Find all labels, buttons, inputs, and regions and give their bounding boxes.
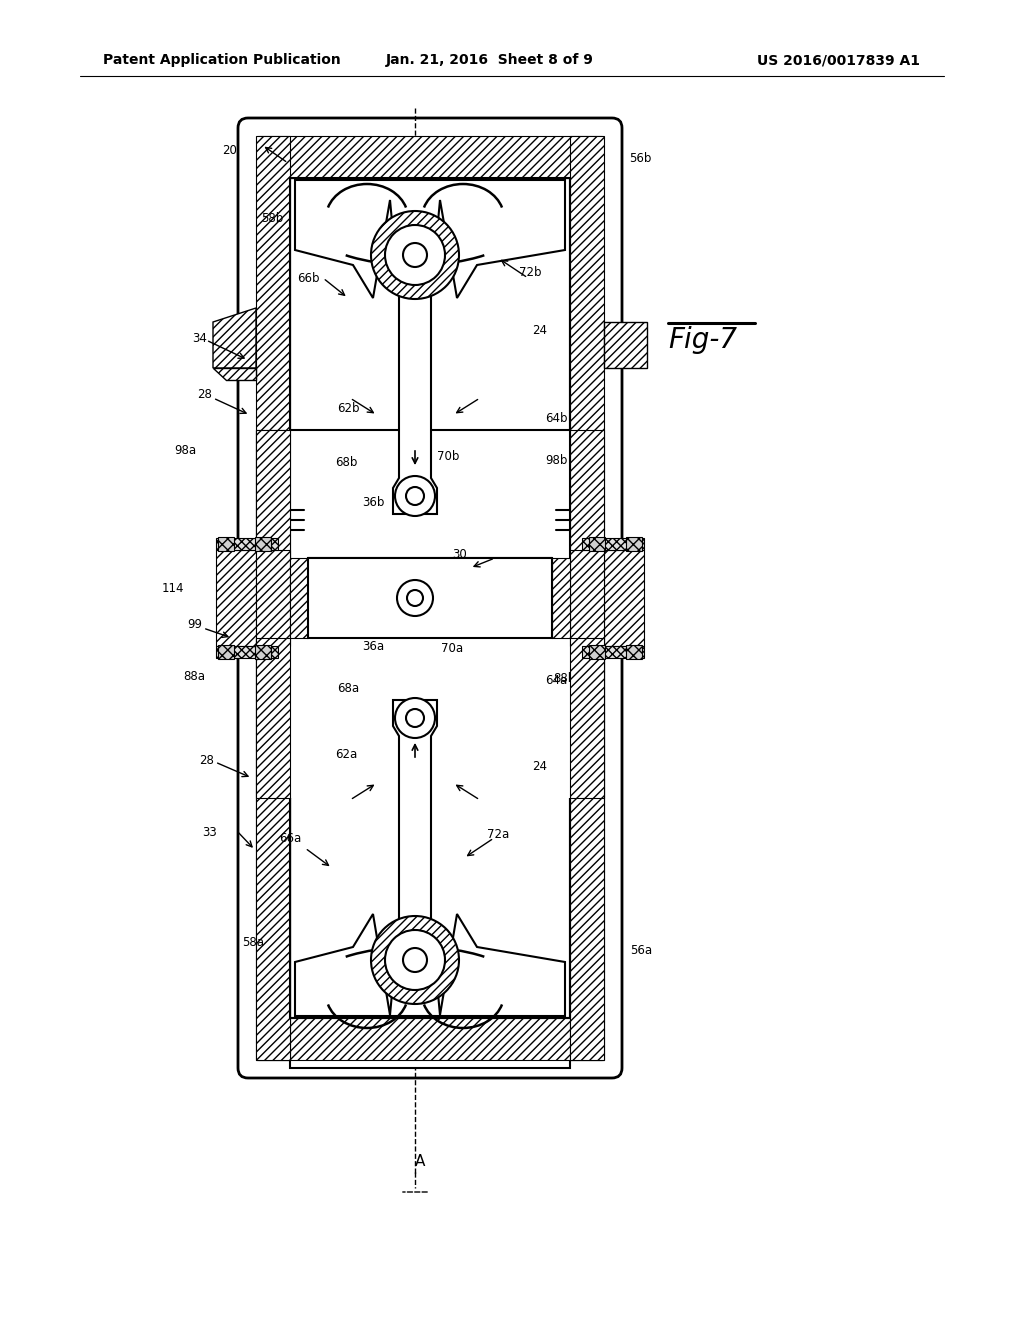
Polygon shape	[604, 322, 647, 368]
Circle shape	[407, 590, 423, 606]
Bar	[290, 638, 570, 799]
Circle shape	[403, 243, 427, 267]
Text: 62b: 62b	[337, 401, 359, 414]
Text: 28: 28	[200, 754, 214, 767]
Text: 114: 114	[162, 582, 184, 594]
Text: 60b: 60b	[459, 194, 481, 206]
Text: 64a: 64a	[545, 673, 567, 686]
Text: 28: 28	[198, 388, 212, 401]
Text: 22: 22	[358, 569, 374, 582]
Bar	[626, 645, 642, 659]
Text: 72a: 72a	[486, 828, 509, 841]
Circle shape	[385, 931, 445, 990]
Circle shape	[371, 211, 459, 300]
Text: 33: 33	[203, 825, 217, 838]
Bar	[218, 537, 234, 550]
Bar	[216, 645, 278, 657]
Polygon shape	[290, 558, 308, 638]
Text: 34: 34	[193, 331, 208, 345]
Text: 62a: 62a	[335, 747, 357, 760]
Polygon shape	[570, 430, 604, 558]
Text: 99: 99	[187, 618, 203, 631]
Bar	[582, 539, 644, 550]
Circle shape	[371, 916, 459, 1005]
Text: 88a: 88a	[183, 669, 205, 682]
Bar	[308, 558, 552, 638]
Bar	[626, 537, 642, 550]
Circle shape	[395, 698, 435, 738]
Text: 60a: 60a	[431, 944, 453, 957]
Polygon shape	[570, 550, 604, 645]
Polygon shape	[295, 180, 565, 513]
Bar	[290, 638, 570, 1018]
Text: 64b: 64b	[545, 412, 567, 425]
Text: 20: 20	[222, 144, 238, 157]
FancyBboxPatch shape	[238, 117, 622, 568]
Polygon shape	[256, 638, 290, 799]
Polygon shape	[256, 638, 290, 1060]
Circle shape	[395, 477, 435, 516]
Polygon shape	[213, 368, 256, 380]
Text: 36b: 36b	[361, 495, 384, 508]
Text: 36a: 36a	[361, 639, 384, 652]
Circle shape	[397, 579, 433, 616]
Polygon shape	[604, 550, 644, 645]
Text: Fig-7: Fig-7	[668, 326, 737, 354]
Text: 66a: 66a	[279, 832, 301, 845]
Polygon shape	[552, 558, 570, 638]
Text: 56a: 56a	[630, 944, 652, 957]
Text: 24: 24	[532, 759, 548, 772]
Polygon shape	[256, 136, 290, 558]
Text: 30: 30	[453, 548, 467, 561]
Bar	[218, 645, 234, 659]
Text: 68b: 68b	[335, 455, 357, 469]
Text: 98b: 98b	[545, 454, 567, 466]
Text: Jan. 21, 2016  Sheet 8 of 9: Jan. 21, 2016 Sheet 8 of 9	[386, 53, 594, 67]
Text: 98a: 98a	[174, 444, 196, 457]
Polygon shape	[258, 1018, 602, 1060]
Polygon shape	[216, 550, 256, 645]
Text: 58a: 58a	[242, 936, 264, 949]
Text: 114: 114	[581, 583, 603, 597]
Bar	[290, 638, 570, 1068]
Bar	[589, 645, 605, 659]
Polygon shape	[570, 638, 604, 1060]
Text: US 2016/0017839 A1: US 2016/0017839 A1	[757, 53, 920, 67]
Bar	[290, 178, 570, 558]
Circle shape	[406, 487, 424, 506]
Bar	[255, 537, 271, 550]
Polygon shape	[295, 700, 565, 1016]
Text: 70b: 70b	[437, 450, 459, 462]
Polygon shape	[570, 638, 604, 799]
Text: 24: 24	[532, 323, 548, 337]
Text: A: A	[415, 1155, 425, 1170]
Bar	[216, 539, 278, 550]
Bar	[255, 645, 271, 659]
Polygon shape	[570, 136, 604, 558]
Circle shape	[406, 709, 424, 727]
Circle shape	[385, 224, 445, 285]
Polygon shape	[258, 136, 602, 178]
Text: 66b: 66b	[297, 272, 319, 285]
Polygon shape	[256, 550, 290, 645]
Polygon shape	[570, 638, 604, 1060]
Text: 88b: 88b	[553, 672, 575, 685]
Bar	[589, 537, 605, 550]
Text: 58b: 58b	[261, 211, 283, 224]
Bar	[582, 645, 644, 657]
Text: 56b: 56b	[629, 152, 651, 165]
Polygon shape	[256, 638, 290, 1060]
Text: 72b: 72b	[519, 265, 542, 279]
Text: Patent Application Publication: Patent Application Publication	[103, 53, 341, 67]
Bar	[290, 430, 570, 558]
Text: 68a: 68a	[337, 681, 359, 694]
Text: 70a: 70a	[441, 642, 463, 655]
Polygon shape	[256, 430, 290, 558]
FancyBboxPatch shape	[238, 628, 622, 1078]
Polygon shape	[213, 308, 256, 368]
Polygon shape	[256, 430, 290, 638]
Circle shape	[403, 948, 427, 972]
